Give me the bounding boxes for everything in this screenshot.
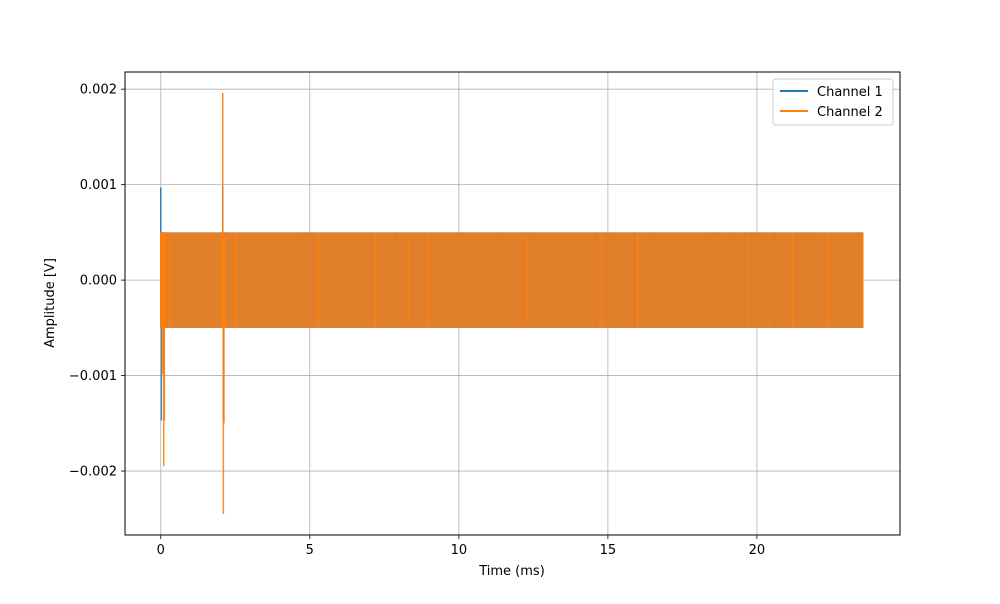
x-tick-label: 10 (451, 543, 468, 558)
y-tick-label: 0.002 (80, 83, 117, 98)
tick-layer: 0 5 10 15 20 −0.002 −0.001 0.000 0.001 0.002 (69, 83, 765, 558)
y-tick-label: −0.001 (69, 369, 117, 384)
series-band (160, 232, 863, 328)
y-tick-label: 0.000 (80, 274, 117, 289)
legend: Channel 1 Channel 2 (772, 78, 894, 126)
x-tick-label: 20 (749, 543, 766, 558)
series-2 (160, 93, 864, 514)
y-axis-label: Amplitude [V] (43, 258, 58, 348)
y-tick-label: −0.002 (69, 465, 117, 480)
x-tick-label: 15 (600, 543, 617, 558)
legend-label-channel-1: Channel 1 (817, 85, 883, 100)
series-layer (160, 93, 864, 514)
plot-frame (124, 71, 901, 536)
x-axis-label: Time (ms) (478, 564, 545, 579)
x-tick-label: 5 (306, 543, 314, 558)
x-tick-label: 0 (157, 543, 165, 558)
legend-label-channel-2: Channel 2 (817, 105, 883, 120)
y-tick-label: 0.001 (80, 178, 117, 193)
